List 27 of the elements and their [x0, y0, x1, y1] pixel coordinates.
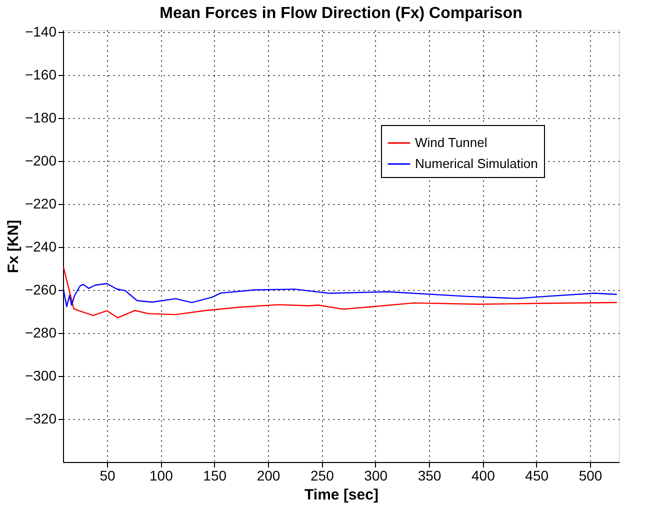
x-tick-label: 400	[472, 468, 496, 484]
y-tick-label: −260	[24, 282, 57, 298]
x-tick-label: 250	[310, 468, 334, 484]
x-tick-label: 350	[418, 468, 442, 484]
legend-label: Wind Tunnel	[415, 135, 488, 150]
x-tick-label: 200	[256, 468, 280, 484]
y-tick-label: −240	[24, 238, 57, 255]
x-tick-label: 100	[149, 468, 174, 484]
x-tick-label: 500	[578, 468, 602, 484]
y-tick-label: −140	[24, 24, 57, 40]
y-tick-label: −220	[24, 196, 57, 212]
x-tick-label: 50	[100, 468, 116, 484]
x-axis-title: Time [sec]	[304, 486, 378, 504]
y-tick-label: −160	[24, 66, 57, 83]
x-tick-label: 450	[525, 468, 549, 484]
x-tick-label: 150	[203, 468, 227, 484]
x-tick-label: 300	[364, 468, 388, 484]
line-series	[62, 283, 618, 308]
y-tick-label: −280	[24, 324, 57, 341]
y-tick-label: −300	[24, 368, 57, 384]
y-tick-label: −200	[24, 152, 57, 169]
legend-label: Numerical Simulation	[415, 156, 538, 171]
line-series	[62, 266, 618, 318]
y-tick-label: −320	[24, 410, 57, 427]
y-axis-title: Fx [KN]	[4, 220, 22, 274]
y-tick-label: −180	[24, 110, 57, 126]
chart-title: Mean Forces in Flow Direction (Fx) Comparison	[160, 5, 522, 22]
